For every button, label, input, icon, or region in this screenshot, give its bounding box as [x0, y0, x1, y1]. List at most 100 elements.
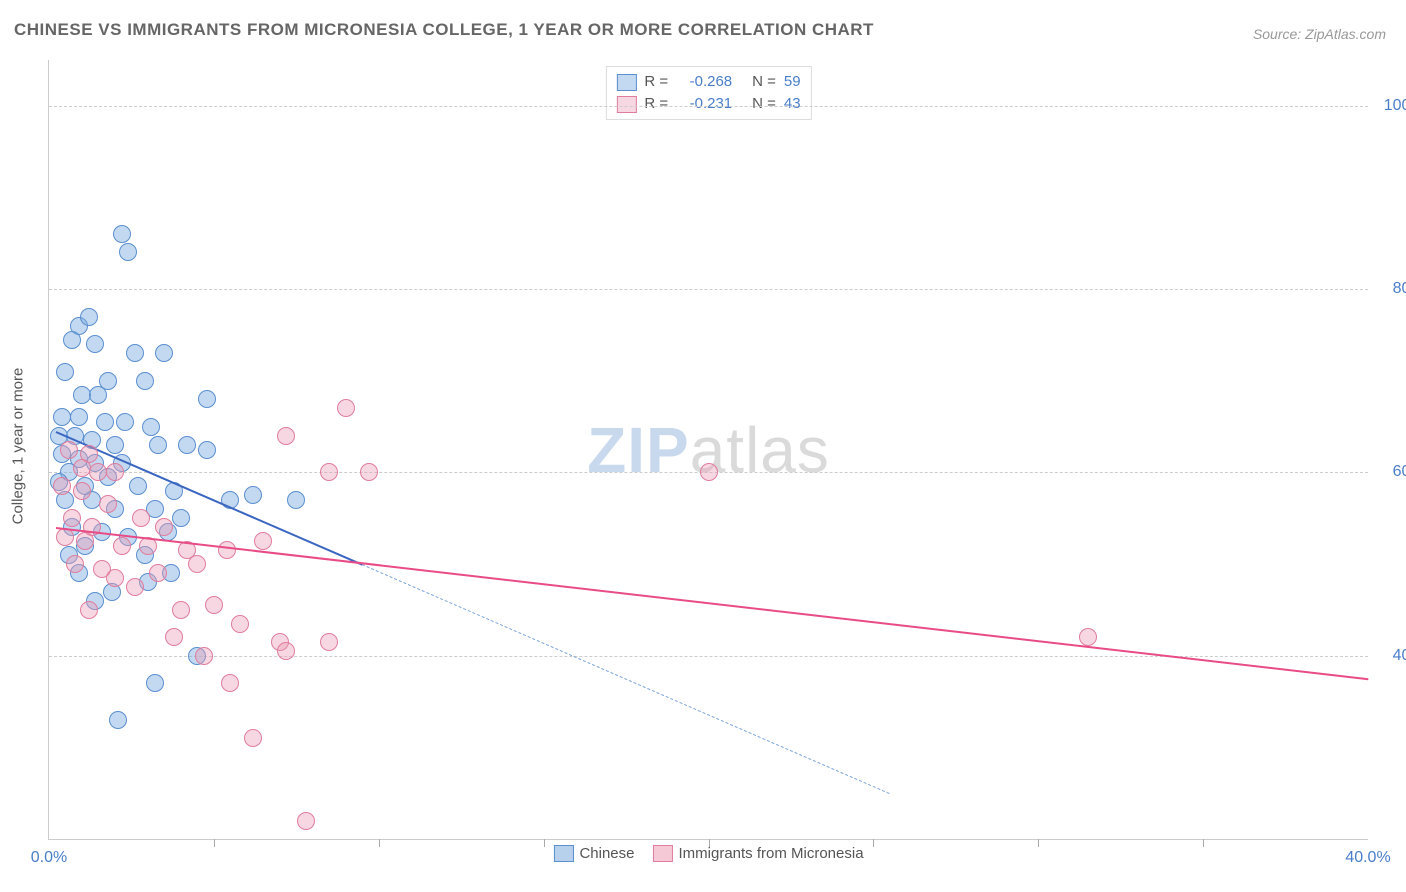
- legend-swatch: [616, 96, 636, 113]
- legend-r-value: -0.268: [676, 71, 732, 93]
- scatter-point: [106, 463, 124, 481]
- legend-swatch: [616, 74, 636, 91]
- legend-n-value: 43: [784, 93, 801, 115]
- scatter-point: [63, 509, 81, 527]
- scatter-point: [231, 615, 249, 633]
- scatter-point: [165, 628, 183, 646]
- scatter-point: [287, 491, 305, 509]
- scatter-point: [188, 555, 206, 573]
- scatter-point: [205, 596, 223, 614]
- scatter-point: [73, 386, 91, 404]
- scatter-point: [80, 601, 98, 619]
- scatter-point: [254, 532, 272, 550]
- scatter-point: [96, 413, 114, 431]
- scatter-point: [221, 674, 239, 692]
- legend-r-label: R =: [644, 71, 668, 93]
- scatter-point: [700, 463, 718, 481]
- scatter-point: [155, 518, 173, 536]
- xtick: [1038, 839, 1039, 847]
- scatter-point: [66, 555, 84, 573]
- legend-swatch: [553, 845, 573, 862]
- scatter-point: [116, 413, 134, 431]
- xtick: [709, 839, 710, 847]
- legend-swatch: [653, 845, 673, 862]
- scatter-point: [320, 463, 338, 481]
- y-axis-label: College, 1 year or more: [10, 368, 27, 525]
- legend-r-label: R =: [644, 93, 668, 115]
- scatter-point: [89, 463, 107, 481]
- scatter-point: [244, 486, 262, 504]
- legend-n-label: N =: [752, 71, 776, 93]
- ytick-label: 100.0%: [1378, 97, 1406, 115]
- scatter-point: [132, 509, 150, 527]
- scatter-point: [60, 441, 78, 459]
- scatter-point: [244, 729, 262, 747]
- legend-series: Chinese Immigrants from Micronesia: [553, 845, 863, 862]
- trend-line: [362, 564, 890, 794]
- scatter-point: [146, 674, 164, 692]
- xtick: [544, 839, 545, 847]
- scatter-point: [178, 436, 196, 454]
- legend-stat-row: R = -0.268 N = 59: [616, 71, 800, 93]
- scatter-point: [149, 564, 167, 582]
- xtick: [214, 839, 215, 847]
- scatter-point: [360, 463, 378, 481]
- scatter-point: [106, 436, 124, 454]
- legend-item: Immigrants from Micronesia: [653, 845, 864, 862]
- scatter-point: [277, 427, 295, 445]
- scatter-point: [149, 436, 167, 454]
- legend-label: Chinese: [579, 845, 634, 862]
- scatter-point: [53, 477, 71, 495]
- scatter-point: [195, 647, 213, 665]
- scatter-point: [136, 372, 154, 390]
- scatter-point: [56, 363, 74, 381]
- scatter-point: [53, 408, 71, 426]
- xtick-label: 0.0%: [31, 849, 67, 867]
- scatter-point: [73, 459, 91, 477]
- scatter-point: [99, 495, 117, 513]
- scatter-point: [119, 243, 137, 261]
- scatter-point: [129, 477, 147, 495]
- ytick-label: 40.0%: [1378, 647, 1406, 665]
- watermark-zip: ZIP: [587, 414, 690, 486]
- scatter-point: [155, 344, 173, 362]
- scatter-point: [86, 335, 104, 353]
- scatter-point: [109, 711, 127, 729]
- xtick: [873, 839, 874, 847]
- chart-title: CHINESE VS IMMIGRANTS FROM MICRONESIA CO…: [14, 20, 874, 40]
- scatter-point: [126, 578, 144, 596]
- scatter-point: [198, 441, 216, 459]
- ytick-label: 60.0%: [1378, 463, 1406, 481]
- scatter-point: [297, 812, 315, 830]
- scatter-point: [142, 418, 160, 436]
- scatter-point: [70, 408, 88, 426]
- scatter-point: [172, 509, 190, 527]
- scatter-point: [1079, 628, 1097, 646]
- scatter-point: [73, 482, 91, 500]
- scatter-point: [80, 308, 98, 326]
- legend-n-label: N =: [752, 93, 776, 115]
- legend-stats: R =-0.268N =59R =-0.231N =43: [605, 66, 811, 120]
- ytick-label: 80.0%: [1378, 280, 1406, 298]
- scatter-point: [172, 601, 190, 619]
- scatter-point: [337, 399, 355, 417]
- plot-area: ZIPatlas R =-0.268N =59R =-0.231N =43 Ch…: [48, 60, 1368, 840]
- scatter-point: [113, 537, 131, 555]
- chart-container: CHINESE VS IMMIGRANTS FROM MICRONESIA CO…: [0, 0, 1406, 892]
- scatter-point: [277, 642, 295, 660]
- scatter-point: [89, 386, 107, 404]
- legend-n-value: 59: [784, 71, 801, 93]
- xtick: [379, 839, 380, 847]
- trend-line: [55, 527, 1368, 680]
- gridline: [49, 106, 1368, 107]
- scatter-point: [113, 225, 131, 243]
- scatter-point: [198, 390, 216, 408]
- gridline: [49, 289, 1368, 290]
- xtick: [1203, 839, 1204, 847]
- scatter-point: [76, 532, 94, 550]
- xtick-label: 40.0%: [1345, 849, 1390, 867]
- legend-label: Immigrants from Micronesia: [679, 845, 864, 862]
- legend-item: Chinese: [553, 845, 634, 862]
- scatter-point: [218, 541, 236, 559]
- legend-stat-row: R =-0.231N =43: [616, 93, 800, 115]
